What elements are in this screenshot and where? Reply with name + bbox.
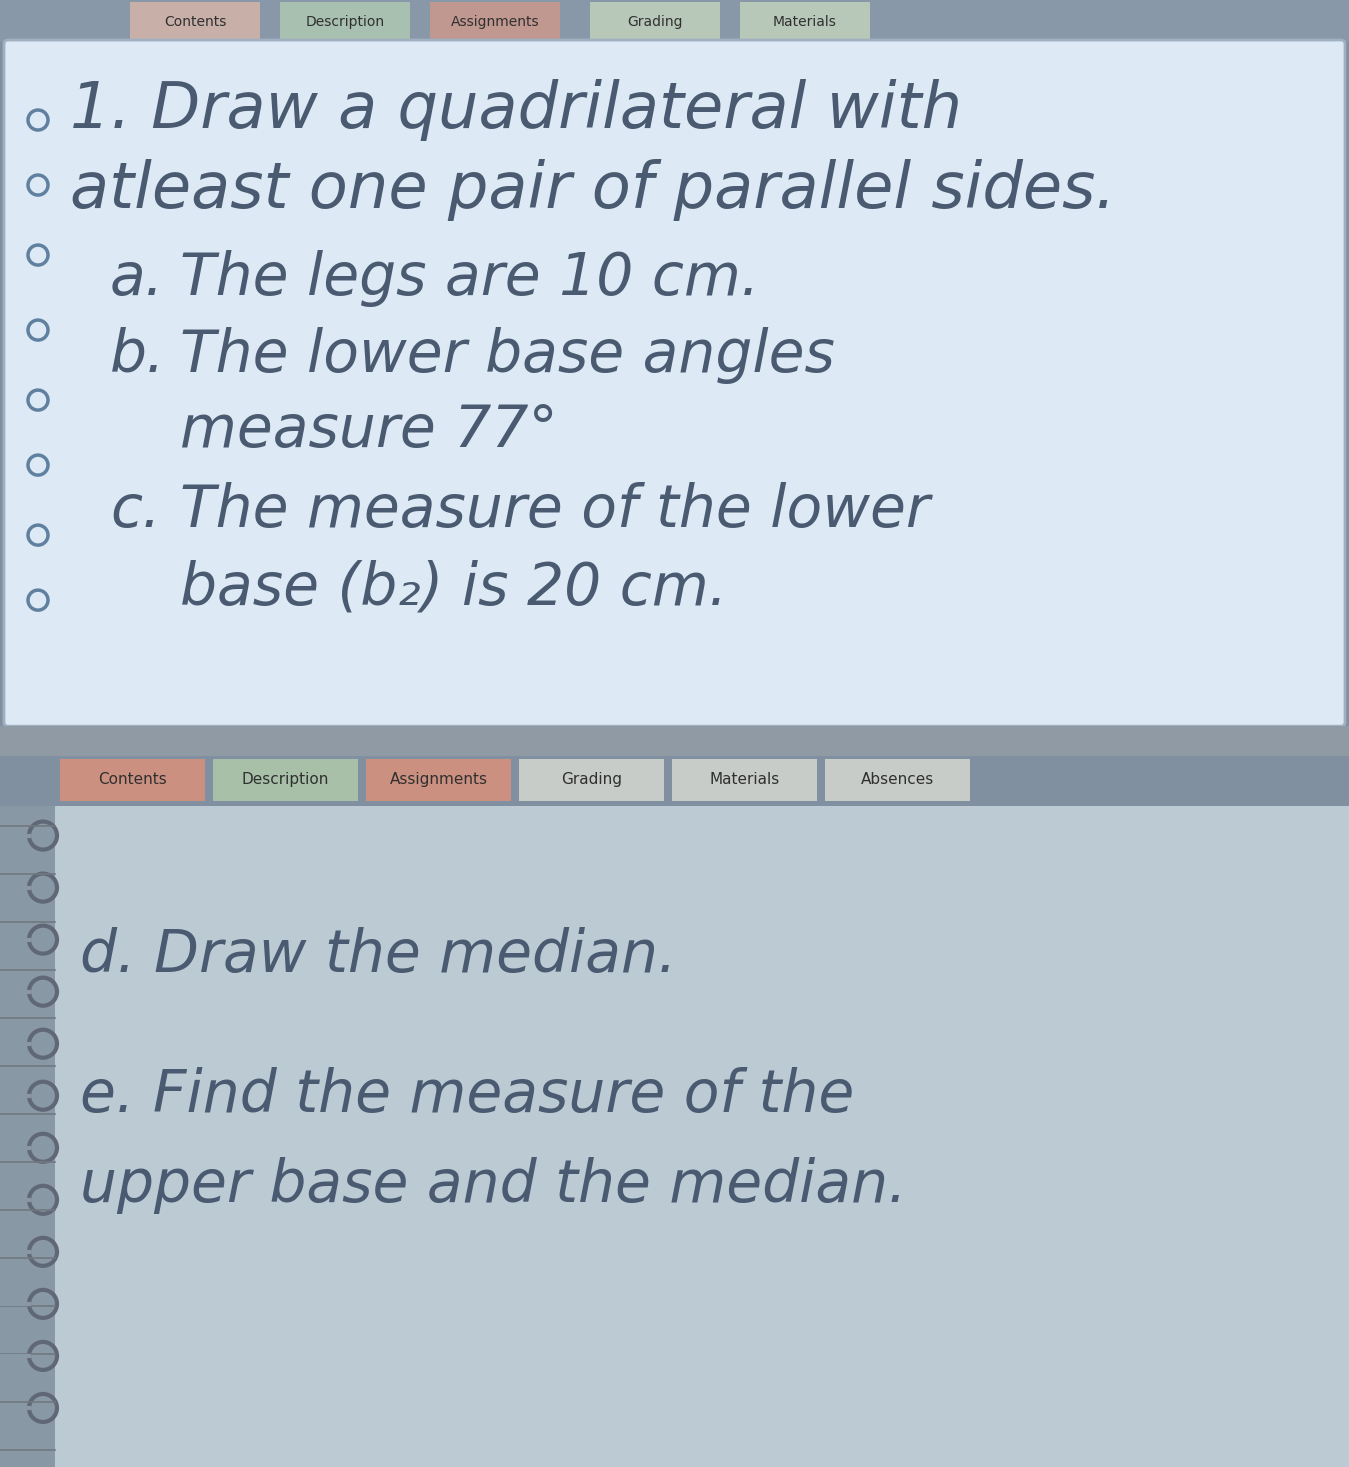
Text: The lower base angles: The lower base angles — [179, 327, 835, 383]
Text: atleast one pair of parallel sides.: atleast one pair of parallel sides. — [70, 158, 1116, 222]
Bar — [590, 1, 720, 40]
Bar — [672, 758, 817, 801]
Text: Assignments: Assignments — [451, 15, 540, 29]
Bar — [519, 758, 664, 801]
Text: d. Draw the median.: d. Draw the median. — [80, 927, 676, 984]
Text: Contents: Contents — [163, 15, 227, 29]
Text: The legs are 10 cm.: The legs are 10 cm. — [179, 249, 759, 307]
Text: Materials: Materials — [773, 15, 836, 29]
Bar — [0, 756, 1349, 804]
Text: Grading: Grading — [627, 15, 683, 29]
Text: Assignments: Assignments — [390, 772, 487, 786]
Text: Description: Description — [305, 15, 384, 29]
Text: a.: a. — [111, 249, 165, 307]
FancyBboxPatch shape — [4, 40, 1345, 726]
Text: c.: c. — [111, 481, 161, 538]
Bar — [826, 758, 970, 801]
Text: upper base and the median.: upper base and the median. — [80, 1157, 907, 1215]
Bar — [430, 1, 560, 40]
Bar — [741, 1, 870, 40]
Text: 1. Draw a quadrilateral with: 1. Draw a quadrilateral with — [70, 79, 962, 141]
Bar — [59, 758, 205, 801]
Bar — [281, 1, 410, 40]
Text: The measure of the lower: The measure of the lower — [179, 481, 929, 538]
Bar — [0, 805, 55, 1467]
Text: b.: b. — [111, 327, 166, 383]
Text: Materials: Materials — [710, 772, 780, 786]
Bar — [130, 1, 260, 40]
Bar — [213, 758, 357, 801]
Text: base (b₂) is 20 cm.: base (b₂) is 20 cm. — [179, 559, 727, 616]
Text: Grading: Grading — [561, 772, 622, 786]
Text: Contents: Contents — [98, 772, 167, 786]
Text: e. Find the measure of the: e. Find the measure of the — [80, 1067, 854, 1124]
Bar — [366, 758, 511, 801]
Text: measure 77°: measure 77° — [179, 402, 557, 459]
Text: Description: Description — [241, 772, 329, 786]
Text: Absences: Absences — [861, 772, 934, 786]
Bar — [0, 0, 1349, 43]
